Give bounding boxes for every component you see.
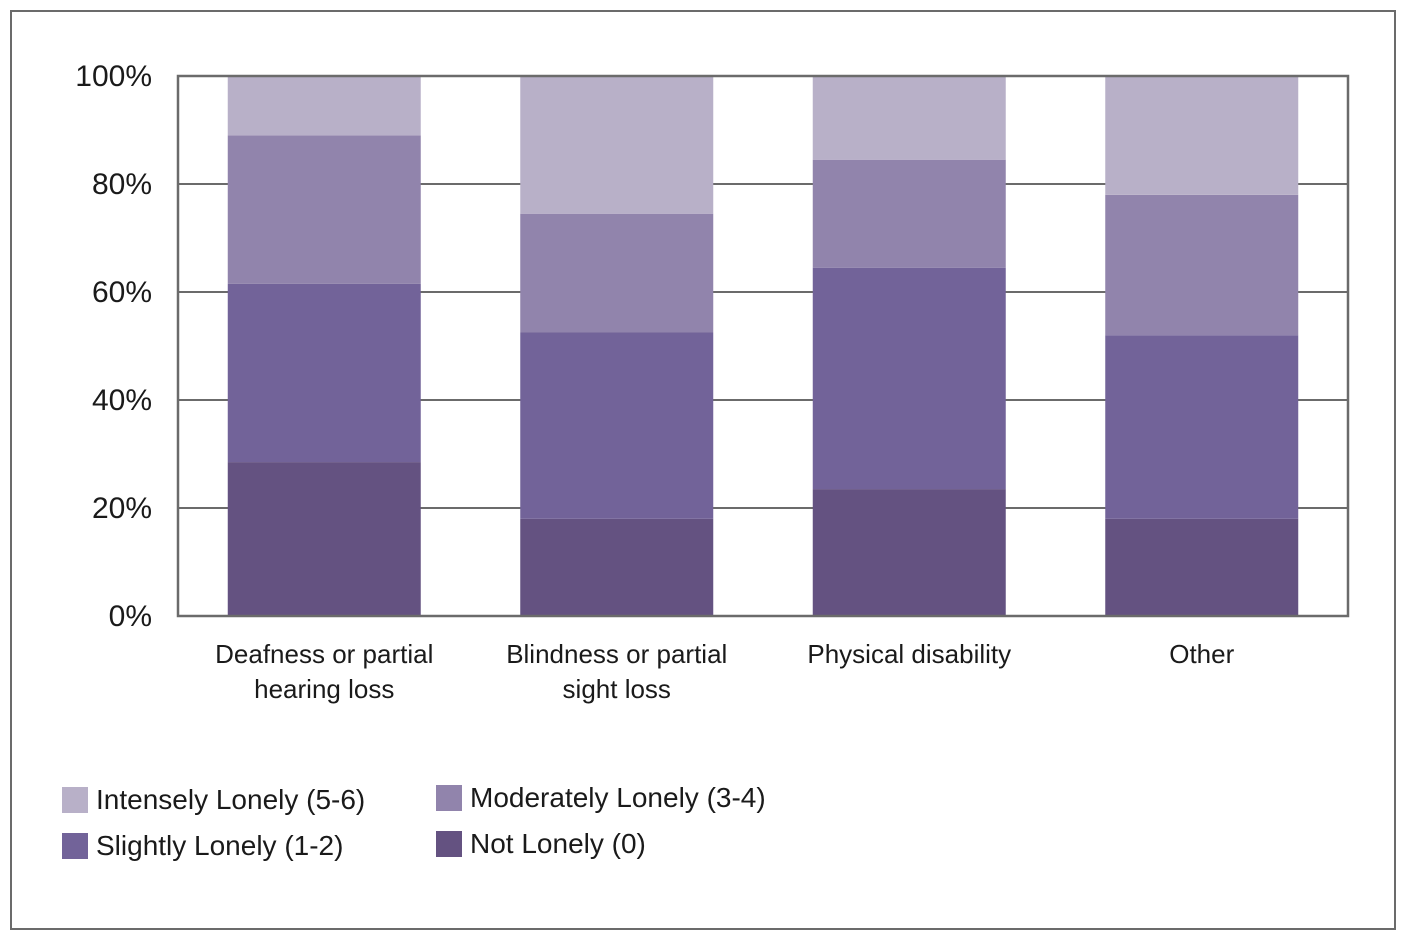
plot-area-border (176, 74, 1350, 618)
x-category-label: Other (1169, 639, 1234, 669)
bar-segment (812, 489, 1006, 616)
x-category-label: hearing loss (254, 674, 394, 704)
bar-segment (227, 76, 421, 136)
legend-swatch-intensely-lonely (62, 787, 88, 813)
bar-segment (1105, 76, 1299, 195)
bar-segment (227, 135, 421, 284)
bar-segment (520, 518, 714, 616)
legend-item-not-lonely: Not Lonely (0) (436, 828, 646, 860)
legend-swatch-moderately-lonely (436, 785, 462, 811)
y-tick-label: 100% (75, 60, 152, 93)
x-category-label: Physical disability (807, 639, 1011, 669)
x-category-label: Blindness or partial (506, 639, 727, 669)
legend-item-intensely-lonely: Intensely Lonely (5-6) (62, 784, 365, 816)
legend-label-moderately-lonely: Moderately Lonely (3-4) (470, 782, 766, 813)
bar-segment (1105, 194, 1299, 336)
bar-segment (520, 213, 714, 333)
y-tick-label: 40% (92, 384, 152, 417)
bars (227, 76, 1299, 616)
legend-swatch-slightly-lonely (62, 833, 88, 859)
y-axis-tick-labels: 0% 20% 40% 60% 80% 100% (75, 60, 152, 633)
x-category-label: Deafness or partial (215, 639, 433, 669)
x-category-label: sight loss (563, 674, 671, 704)
stacked-bar-chart: 0% 20% 40% 60% 80% 100% Deafness or partial he… (75, 60, 1350, 704)
legend-label-slightly-lonely: Slightly Lonely (1-2) (96, 830, 344, 861)
y-tick-label: 60% (92, 276, 152, 309)
legend-label-intensely-lonely: Intensely Lonely (5-6) (96, 784, 366, 815)
bar-segment (520, 332, 714, 519)
y-tick-label: 0% (109, 600, 152, 633)
bar-segment (812, 159, 1006, 268)
bar-segment (227, 462, 421, 616)
x-axis-category-labels: Deafness or partial hearing loss Blindness… (215, 639, 1234, 704)
legend-label-not-lonely: Not Lonely (0) (470, 828, 646, 859)
bar-segment (520, 76, 714, 214)
y-tick-label: 80% (92, 168, 152, 201)
legend-item-slightly-lonely: Slightly Lonely (1-2) (62, 830, 343, 862)
bar-segment (812, 267, 1006, 490)
legend-swatch-not-lonely (436, 831, 462, 857)
bar-segment (1105, 335, 1299, 519)
bar-segment (1105, 518, 1299, 616)
legend-item-moderately-lonely: Moderately Lonely (3-4) (436, 782, 766, 814)
bar-segment (812, 76, 1006, 160)
bar-segment (227, 283, 421, 463)
y-tick-label: 20% (92, 492, 152, 525)
